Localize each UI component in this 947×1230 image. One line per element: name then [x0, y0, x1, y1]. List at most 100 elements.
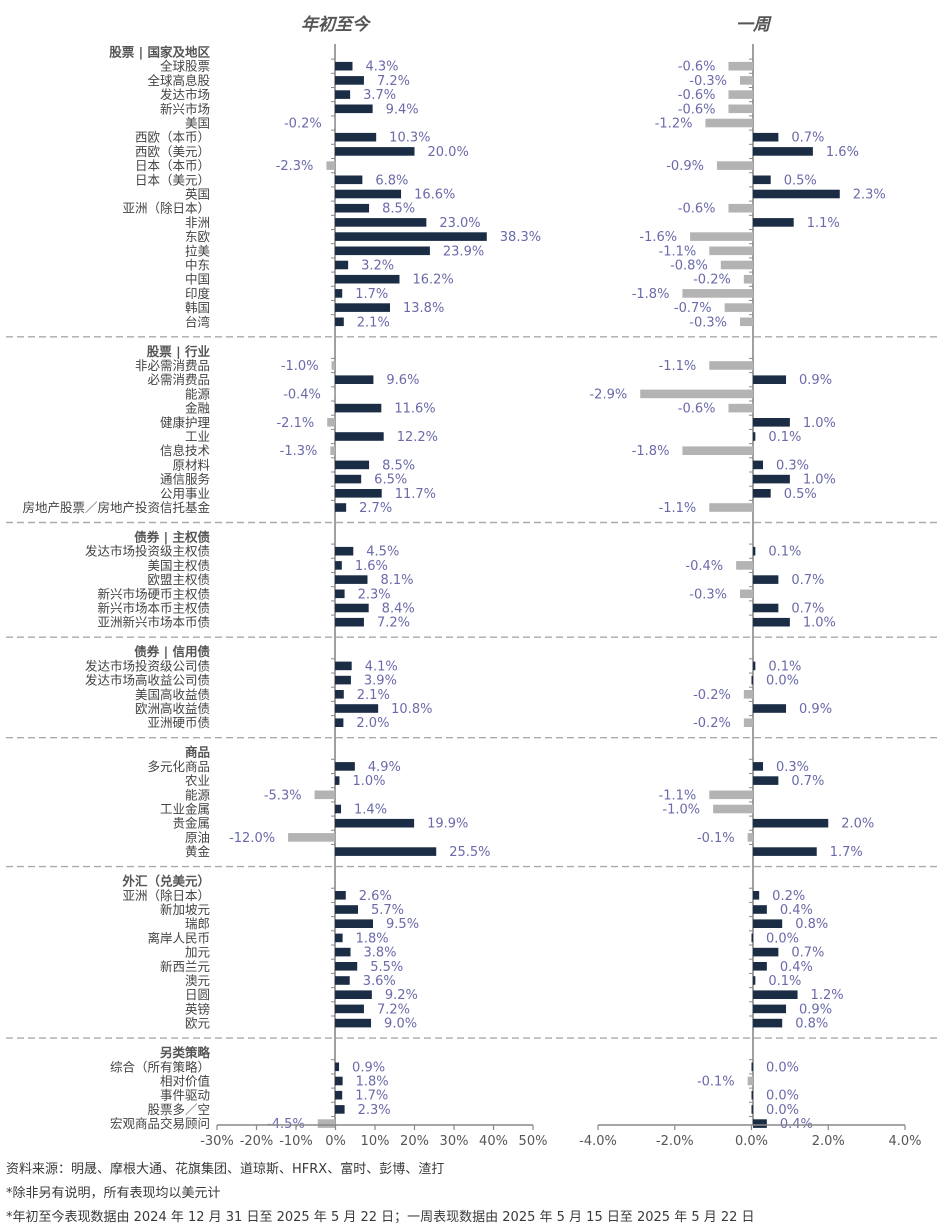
- bar-week: [753, 1018, 783, 1028]
- value-label-week: 0.9%: [799, 1002, 832, 1017]
- bar-week: [705, 118, 753, 128]
- value-label-week: 0.5%: [784, 173, 817, 188]
- value-label-week: 0.0%: [766, 674, 799, 689]
- x-tick-label-ytd: 50%: [519, 1134, 548, 1149]
- bar-ytd: [335, 1018, 372, 1028]
- bar-week: [753, 919, 783, 928]
- bar-week: [720, 260, 753, 270]
- row-label: 非洲: [185, 215, 210, 230]
- bar-ytd: [335, 891, 346, 900]
- value-label-week: -0.2%: [693, 716, 731, 731]
- bar-week: [736, 561, 753, 570]
- row-label: 房地产股票／房地产投资信托基金: [22, 500, 210, 515]
- bar-week: [753, 189, 840, 199]
- value-label-week: -0.6%: [678, 102, 716, 117]
- bar-week: [753, 818, 829, 828]
- value-label-week: 0.0%: [766, 1103, 799, 1118]
- bar-ytd: [331, 361, 335, 370]
- value-label-week: -0.3%: [689, 315, 727, 330]
- value-label-ytd: 3.2%: [361, 259, 394, 274]
- row-label: 美国主权债: [147, 558, 210, 573]
- bar-week: [682, 446, 753, 455]
- bar-ytd: [335, 147, 415, 156]
- bar-week: [709, 246, 753, 256]
- value-label-ytd: 7.2%: [377, 74, 410, 89]
- bar-ytd: [335, 1090, 343, 1100]
- value-label-week: -1.1%: [659, 501, 697, 516]
- bar-ytd: [335, 1004, 364, 1014]
- row-label: 原油: [185, 830, 210, 845]
- value-label-week: 1.0%: [803, 473, 836, 488]
- value-label-week: 1.0%: [803, 616, 836, 631]
- bar-week: [753, 661, 756, 671]
- value-label-ytd: 6.8%: [375, 173, 408, 188]
- bar-week: [753, 474, 790, 484]
- section-title: 股票 | 行业: [147, 344, 211, 359]
- row-label: 印度: [185, 286, 211, 301]
- row-label: 新兴市场本币主权债: [97, 601, 210, 616]
- row-label: 西欧（本币）: [135, 130, 210, 145]
- bar-ytd: [335, 675, 351, 685]
- row-label: 新兴市场硬币主权债: [97, 586, 210, 601]
- row-label: 日圆: [185, 987, 210, 1002]
- bar-week: [753, 418, 790, 427]
- row-label: 金融: [185, 401, 211, 416]
- value-label-ytd: 5.5%: [370, 960, 403, 975]
- bar-ytd: [335, 1076, 343, 1086]
- bar-week: [753, 218, 794, 227]
- bar-week: [690, 232, 753, 241]
- value-label-ytd: -0.2%: [284, 117, 322, 132]
- bar-week: [753, 905, 767, 914]
- value-label-week: -0.7%: [674, 301, 712, 316]
- value-label-ytd: 4.5%: [366, 545, 399, 560]
- bar-ytd: [333, 389, 335, 399]
- value-label-ytd: -1.3%: [280, 444, 318, 459]
- bar-ytd: [335, 603, 369, 613]
- value-label-ytd: 2.1%: [357, 688, 390, 703]
- value-label-ytd: -5.3%: [264, 788, 302, 803]
- bar-ytd: [335, 762, 355, 771]
- value-label-week: -0.6%: [678, 402, 716, 417]
- bar-week: [739, 589, 753, 599]
- bar-ytd: [335, 474, 362, 484]
- value-label-ytd: 9.0%: [384, 1017, 417, 1032]
- value-label-week: 1.7%: [830, 845, 863, 860]
- value-label-ytd: 3.8%: [364, 946, 397, 961]
- bar-week: [751, 675, 753, 685]
- value-label-week: -0.2%: [693, 688, 731, 703]
- row-label: 亚洲新兴市场本币债: [97, 615, 210, 630]
- value-label-week: 2.3%: [853, 188, 886, 203]
- x-tick-label-week: 0.0%: [735, 1134, 768, 1149]
- value-label-ytd: 0.9%: [352, 1060, 385, 1075]
- bar-week: [753, 603, 779, 613]
- bar-ytd: [335, 303, 391, 312]
- bar-week: [753, 976, 756, 985]
- value-label-ytd: 23.9%: [443, 244, 484, 259]
- bar-ytd: [314, 790, 335, 800]
- row-label: 全球高息股: [147, 73, 210, 88]
- bar-ytd: [327, 418, 335, 427]
- row-label: 能源: [185, 787, 211, 802]
- value-label-week: 2.0%: [841, 817, 874, 832]
- row-label: 中国: [185, 272, 210, 287]
- bar-week: [682, 289, 753, 298]
- section-title: 另类策略: [160, 1045, 211, 1060]
- x-tick-label-ytd: 10%: [361, 1134, 390, 1149]
- bar-ytd: [335, 317, 344, 327]
- bar-week: [739, 317, 753, 327]
- bar-week: [709, 503, 753, 512]
- value-label-week: 0.7%: [791, 774, 824, 789]
- value-label-ytd: 11.7%: [395, 487, 436, 502]
- value-label-ytd: 8.5%: [382, 202, 415, 217]
- footnote-period: *年初至今表现数据由 2024 年 12 月 31 日至 2025 年 5 月 …: [6, 1210, 755, 1225]
- value-label-ytd: 20.0%: [428, 145, 469, 160]
- value-label-ytd: 9.2%: [385, 988, 418, 1003]
- row-label: 工业金属: [160, 802, 210, 817]
- value-label-ytd: 3.9%: [364, 674, 397, 689]
- row-label: 公用事业: [160, 486, 210, 501]
- value-label-ytd: 1.7%: [355, 1089, 388, 1104]
- bar-week: [739, 76, 753, 85]
- value-label-ytd: 16.6%: [414, 188, 455, 203]
- row-label: 美国高收益债: [135, 687, 210, 702]
- value-label-week: 0.7%: [791, 946, 824, 961]
